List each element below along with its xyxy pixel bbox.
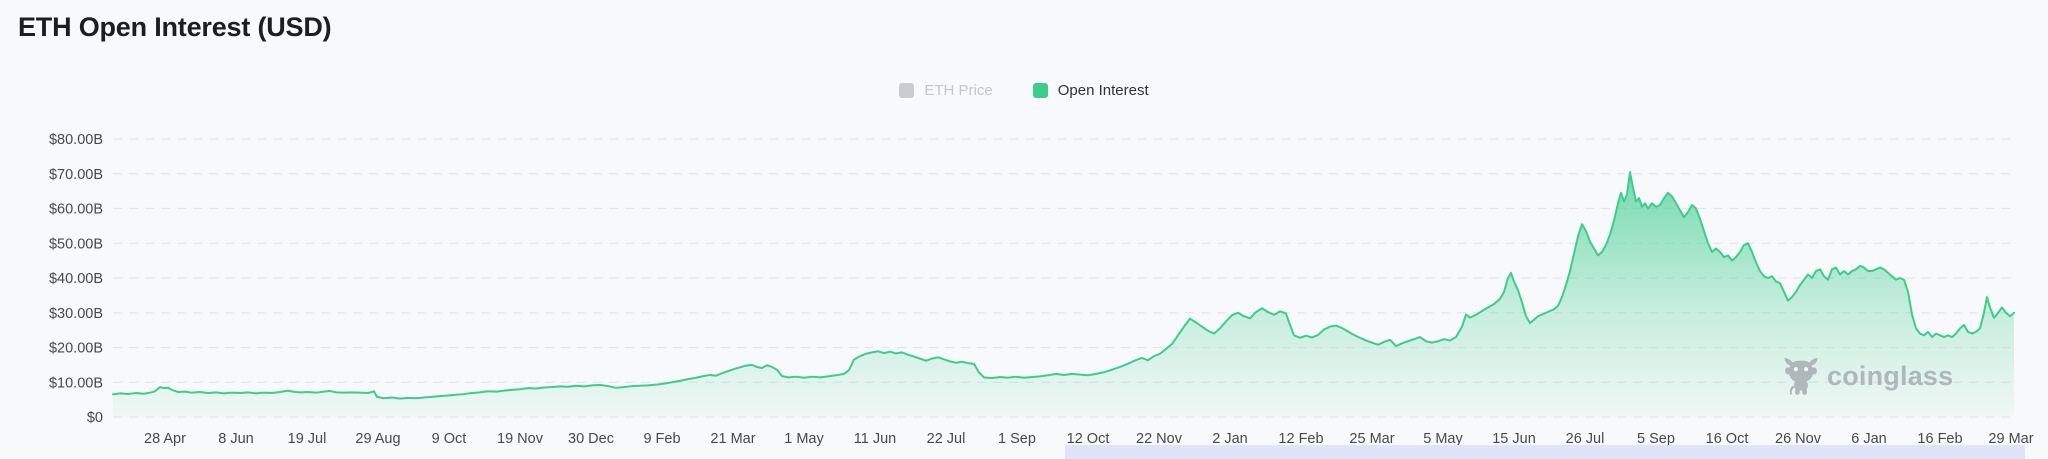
legend-swatch-open-interest	[1032, 83, 1048, 98]
chart-scrollbar[interactable]	[1065, 445, 2025, 459]
legend-label-eth-price: ETH Price	[924, 82, 993, 99]
x-tick-label: 6 Jan	[1851, 431, 1886, 447]
x-tick-label: 29 Aug	[355, 431, 400, 447]
legend-swatch-eth-price	[899, 83, 915, 98]
legend: ETH Price Open Interest	[0, 82, 2048, 99]
y-tick-label: $20.00B	[49, 341, 103, 357]
x-tick-label: 12 Oct	[1067, 431, 1110, 447]
x-tick-label: 5 May	[1423, 431, 1463, 447]
x-tick-label: 9 Feb	[643, 431, 680, 447]
y-tick-label: $70.00B	[49, 167, 103, 183]
y-tick-label: $0	[87, 410, 103, 426]
chart-title: ETH Open Interest (USD)	[18, 12, 332, 42]
x-tick-label: 2 Jan	[1212, 431, 1247, 447]
x-tick-label: 29 Mar	[1988, 431, 2033, 447]
x-tick-label: 26 Jul	[1566, 431, 1605, 447]
x-tick-label: 11 Jun	[854, 431, 896, 447]
open-interest-line	[112, 171, 2015, 400]
x-tick-label: 19 Nov	[497, 431, 544, 447]
x-tick-label: 16 Feb	[1917, 431, 1962, 447]
x-tick-label: 1 Sep	[998, 431, 1036, 447]
x-tick-label: 1 May	[784, 431, 824, 447]
x-tick-label: 26 Nov	[1775, 431, 1822, 447]
x-tick-label: 22 Nov	[1136, 431, 1183, 447]
y-tick-label: $30.00B	[49, 306, 103, 322]
x-tick-label: 25 Mar	[1349, 431, 1394, 447]
x-tick-label: 9 Oct	[432, 431, 467, 447]
x-tick-label: 21 Mar	[710, 431, 755, 447]
y-tick-label: $60.00B	[49, 202, 103, 218]
x-tick-label: 5 Sep	[1637, 431, 1675, 447]
legend-label-open-interest: Open Interest	[1057, 82, 1149, 99]
x-tick-label: 8 Jun	[218, 431, 253, 447]
x-tick-label: 19 Jul	[288, 431, 327, 447]
x-tick-label: 22 Jul	[927, 431, 966, 447]
x-tick-label: 30 Dec	[568, 431, 614, 447]
legend-item-eth-price[interactable]: ETH Price	[899, 82, 993, 99]
y-tick-label: $40.00B	[49, 271, 103, 287]
legend-item-open-interest[interactable]: Open Interest	[1032, 82, 1149, 99]
y-tick-label: $80.00B	[49, 132, 103, 148]
x-tick-label: 12 Feb	[1278, 431, 1323, 447]
y-tick-label: $10.00B	[49, 375, 103, 391]
open-interest-area	[113, 172, 2014, 417]
x-tick-label: 16 Oct	[1706, 431, 1749, 447]
x-tick-label: 15 Jun	[1492, 431, 1536, 447]
x-tick-label: 28 Apr	[144, 431, 186, 447]
y-tick-label: $50.00B	[49, 236, 103, 252]
